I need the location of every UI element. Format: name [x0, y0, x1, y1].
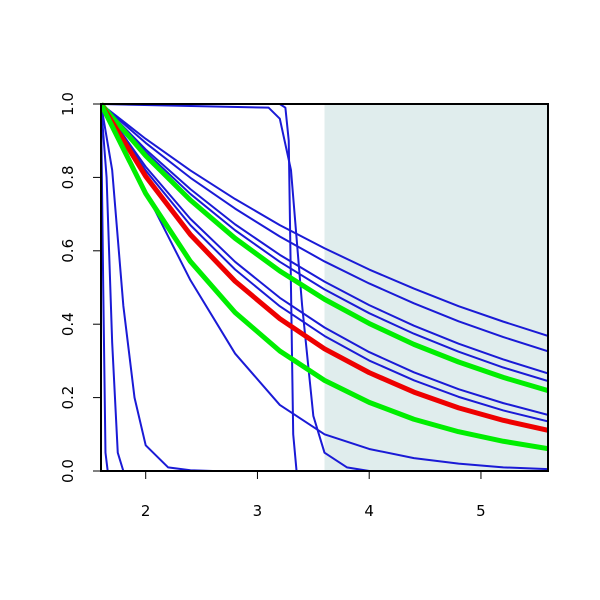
plot-frame: [100, 103, 549, 472]
series-line: [101, 102, 548, 394]
series-line: [101, 103, 548, 383]
series-line: [101, 102, 548, 433]
series-line: [101, 103, 548, 471]
series-line: [101, 103, 548, 416]
series-line: [101, 103, 548, 375]
y-tick-label: 0.0: [59, 459, 77, 483]
y-tick-label: 0.6: [59, 239, 77, 263]
series-line: [101, 103, 548, 337]
series-line: [101, 103, 548, 353]
series-line: [101, 102, 548, 452]
y-tick-label: 0.8: [59, 165, 77, 189]
y-tick-label: 0.2: [59, 386, 77, 410]
x-tick-label: 4: [364, 502, 374, 520]
x-tick-label: 5: [476, 502, 486, 520]
series-line: [101, 103, 548, 472]
series-line: [101, 103, 548, 423]
y-tick-label: 0.4: [59, 312, 77, 336]
x-tick-label: 2: [141, 502, 151, 520]
x-tick-label: 3: [253, 502, 263, 520]
shaded-region: [324, 104, 548, 471]
y-tick-label: 1.0: [59, 92, 77, 116]
